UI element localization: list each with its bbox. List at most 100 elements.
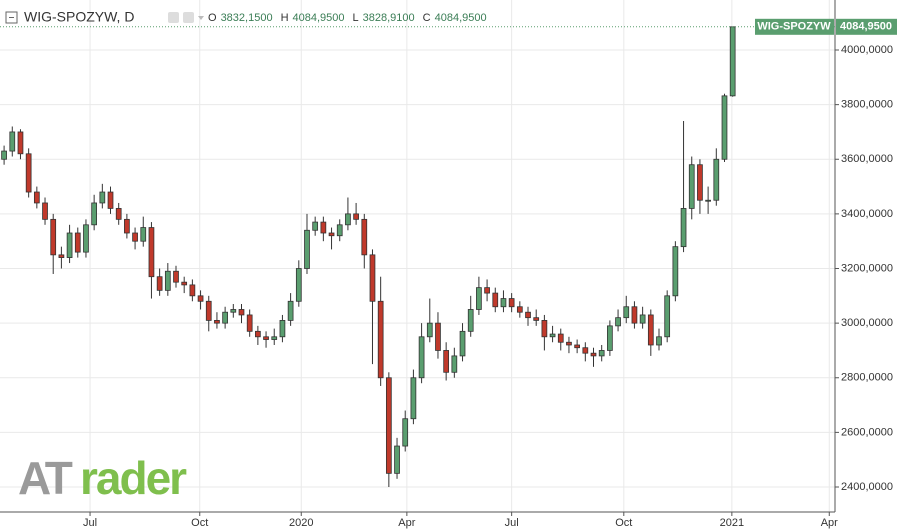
y-tick-label: 3400,0000	[841, 208, 893, 220]
candle-body	[42, 202, 48, 220]
candle-body	[647, 314, 654, 346]
candle-body	[688, 164, 695, 209]
candle-body	[214, 320, 220, 324]
candle-body	[156, 276, 163, 291]
candle-body	[459, 330, 466, 357]
candle-body	[680, 208, 687, 248]
watermark-a: AT	[18, 452, 73, 504]
candle-body	[1, 150, 7, 160]
candle-body	[74, 232, 81, 253]
watermark-b: rader	[80, 452, 187, 504]
menu-arrow[interactable]	[198, 16, 204, 20]
ohlc-key: C	[423, 12, 431, 24]
x-tick-label: 2021	[720, 517, 744, 529]
candle-body	[377, 300, 384, 379]
candle-body	[615, 317, 621, 327]
candle-body	[410, 377, 417, 420]
x-tick-label: Jul	[505, 517, 519, 529]
candle-body	[574, 344, 580, 349]
x-tick-label: Jul	[83, 517, 97, 529]
candle-body	[541, 320, 548, 338]
candle-body	[271, 336, 278, 340]
price-tag-value	[836, 18, 897, 35]
watermark: AT rader	[18, 452, 189, 504]
candle-body	[656, 336, 662, 346]
ohlc-key: O	[208, 12, 217, 24]
price-tag-value-text: 4084,9500	[840, 21, 892, 33]
candle-body	[557, 333, 564, 343]
candle-body	[492, 292, 499, 308]
candle-body	[484, 287, 490, 294]
candle-body	[697, 164, 703, 201]
y-tick-label: 2400,0000	[841, 481, 893, 493]
eye-icon[interactable]	[168, 12, 179, 23]
candle-body	[9, 131, 16, 152]
candle-body	[246, 314, 253, 332]
candle-body	[91, 202, 97, 226]
candle-body	[25, 153, 32, 193]
candle-body	[525, 311, 531, 319]
candle-body	[369, 254, 376, 302]
candle-body	[467, 309, 474, 332]
candle-body	[385, 377, 392, 474]
y-tick-label: 3000,0000	[841, 317, 893, 329]
candle-body	[394, 445, 400, 474]
candle-body	[582, 347, 589, 354]
candle-body	[664, 295, 671, 338]
candle-body	[345, 213, 351, 226]
candle-body	[181, 281, 188, 286]
settings-icon[interactable]	[183, 12, 194, 23]
candle-body	[173, 270, 179, 283]
candle-body	[705, 199, 711, 202]
y-tick-label: 3800,0000	[841, 99, 893, 111]
candle-body	[304, 229, 310, 269]
x-tick-label: 2020	[289, 517, 313, 529]
candle-body	[320, 221, 327, 234]
header: WIG-SPOZYW, D O 3832,1500 H 4084,9500 L 3828,…	[5, 9, 487, 25]
candle-body	[476, 287, 482, 310]
candle-body	[566, 341, 572, 346]
ohlc-legend: O 3832,1500 H 4084,9500 L 3828,9100 C 4084,9500	[208, 12, 487, 24]
candle-body	[66, 232, 73, 258]
x-tick-label: Apr	[398, 517, 415, 529]
candle-body	[598, 350, 605, 357]
candle-body	[443, 350, 450, 373]
candle-body	[590, 352, 597, 357]
candle-body	[631, 306, 638, 324]
candle-body	[99, 191, 106, 204]
candle-body	[17, 131, 24, 155]
candle-body	[328, 232, 335, 237]
candle-body	[353, 213, 359, 220]
candle-body	[672, 246, 679, 297]
candle-body	[639, 314, 646, 324]
symbol: WIG-SPOZYW, D	[24, 9, 134, 25]
candle-body	[238, 309, 245, 316]
candle-body	[516, 306, 523, 313]
candle-body	[58, 254, 65, 258]
x-tick-label: Oct	[615, 517, 632, 529]
price-tag-name-text: WIG-SPOZYW	[757, 21, 831, 33]
candle-body	[140, 227, 147, 242]
ohlc-key: H	[281, 12, 289, 24]
candle-body	[255, 330, 261, 338]
candle-body	[115, 208, 122, 220]
candle-body	[713, 158, 720, 201]
candle-body	[607, 325, 613, 351]
y-tick-label: 4000,0000	[841, 44, 893, 56]
price-tag-name	[755, 18, 834, 35]
candle-body	[500, 298, 507, 308]
candle-body	[263, 336, 269, 340]
candle-body	[83, 224, 89, 253]
candle-body	[426, 322, 433, 338]
candle-body	[295, 268, 302, 302]
y-tick-label: 2800,0000	[841, 372, 893, 384]
candle-body	[451, 355, 458, 373]
candle-body	[50, 218, 57, 256]
candle-body	[230, 309, 237, 313]
candle-body	[729, 26, 736, 97]
candle-body	[533, 317, 540, 321]
candle-body	[623, 306, 630, 319]
candle-body	[508, 298, 515, 308]
ohlc-value: 4084,9500	[293, 12, 345, 24]
